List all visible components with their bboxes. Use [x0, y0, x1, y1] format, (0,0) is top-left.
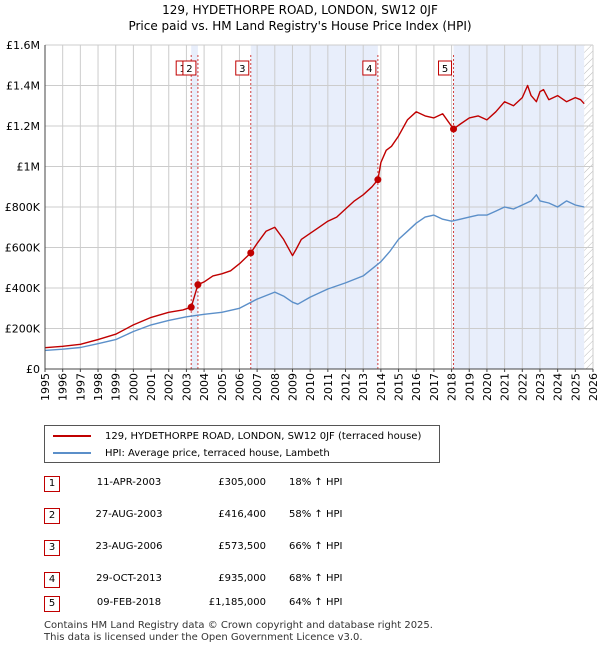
x-tick-label: 2021 — [499, 373, 512, 401]
x-tick-label: 2008 — [269, 373, 282, 401]
transaction-label: 3 — [239, 64, 245, 75]
transaction-date: 27-AUG-2003 — [95, 509, 163, 520]
x-tick-label: 2010 — [304, 373, 317, 401]
chart-legend: 129, HYDETHORPE ROAD, LONDON, SW12 0JF (… — [44, 425, 440, 463]
transaction-price: £305,000 — [218, 477, 266, 488]
table-row: 5 09-FEB-2018 £1,185,000 64% ↑ HPI — [44, 596, 464, 612]
legend-label-price: 129, HYDETHORPE ROAD, LONDON, SW12 0JF (… — [105, 430, 422, 442]
transaction-label: 4 — [366, 64, 372, 75]
x-tick-label: 1996 — [57, 373, 70, 401]
transaction-hpi-change: 64% ↑ HPI — [289, 597, 343, 608]
x-tick-label: 1999 — [110, 373, 123, 401]
x-tick-label: 2006 — [233, 373, 246, 401]
x-tick-label: 2023 — [534, 373, 547, 401]
x-tick-label: 2026 — [587, 373, 600, 401]
transaction-number: 2 — [44, 508, 60, 524]
legend-swatch-hpi — [53, 452, 91, 454]
transaction-date: 09-FEB-2018 — [96, 597, 162, 608]
price-chart: 12345£0£200K£400K£600K£800K£1M£1.2M£1.4M… — [5, 39, 600, 401]
transaction-point — [450, 125, 458, 133]
x-tick-label: 2019 — [463, 373, 476, 401]
transaction-number: 1 — [44, 476, 60, 492]
x-tick-label: 2000 — [127, 373, 140, 401]
x-tick-label: 2011 — [322, 373, 335, 401]
transaction-date: 23-AUG-2006 — [95, 541, 163, 552]
x-tick-label: 2017 — [428, 373, 441, 401]
transaction-price: £1,185,000 — [208, 597, 266, 608]
x-tick-label: 2009 — [286, 373, 299, 401]
x-tick-label: 2003 — [180, 373, 193, 401]
footer-attribution: Contains HM Land Registry data © Crown c… — [44, 620, 433, 644]
transaction-point — [247, 249, 255, 257]
transaction-price: £573,500 — [218, 541, 266, 552]
y-tick-label: £1.6M — [6, 39, 40, 52]
legend-item-hpi: HPI: Average price, terraced house, Lamb… — [53, 445, 330, 461]
transaction-label-box — [235, 60, 250, 76]
table-row: 2 27-AUG-2003 £416,400 58% ↑ HPI — [44, 508, 464, 524]
chart-title-line2: Price paid vs. HM Land Registry's House … — [128, 19, 472, 33]
y-tick-label: £800K — [5, 201, 41, 214]
transaction-hpi-change: 58% ↑ HPI — [289, 509, 343, 520]
legend-swatch-price — [53, 435, 91, 437]
x-tick-label: 2025 — [569, 373, 582, 401]
transaction-label: 5 — [442, 64, 448, 75]
x-tick-label: 1997 — [74, 373, 87, 401]
x-tick-label: 2005 — [216, 373, 229, 401]
footer-line2: This data is licensed under the Open Gov… — [44, 632, 363, 643]
transaction-label-box — [362, 60, 377, 76]
transaction-date: 11-APR-2003 — [96, 477, 162, 488]
transaction-price: £416,400 — [218, 509, 266, 520]
transaction-hpi-change: 18% ↑ HPI — [289, 477, 343, 488]
y-tick-label: £1.4M — [6, 80, 40, 93]
x-tick-label: 2002 — [163, 373, 176, 401]
transaction-number: 4 — [44, 572, 60, 588]
transaction-point — [374, 176, 382, 184]
x-tick-label: 2022 — [516, 373, 529, 401]
x-tick-label: 2013 — [357, 373, 370, 401]
transaction-label-box — [438, 60, 453, 76]
footer-line1: Contains HM Land Registry data © Crown c… — [44, 620, 433, 631]
x-tick-label: 2012 — [340, 373, 353, 401]
transaction-point — [187, 303, 195, 311]
y-tick-label: £600K — [5, 242, 41, 255]
transaction-label: 2 — [186, 64, 192, 75]
x-tick-label: 2015 — [393, 373, 406, 401]
legend-item-price: 129, HYDETHORPE ROAD, LONDON, SW12 0JF (… — [53, 428, 421, 444]
table-row: 3 23-AUG-2006 £573,500 66% ↑ HPI — [44, 540, 464, 556]
x-tick-label: 2014 — [375, 373, 388, 401]
transaction-hpi-change: 66% ↑ HPI — [289, 541, 343, 552]
y-tick-label: £1.2M — [6, 120, 40, 133]
transaction-hpi-change: 68% ↑ HPI — [289, 573, 343, 584]
legend-label-hpi: HPI: Average price, terraced house, Lamb… — [105, 447, 330, 459]
x-tick-label: 2020 — [481, 373, 494, 401]
chart-title-line1: 129, HYDETHORPE ROAD, LONDON, SW12 0JF — [162, 3, 438, 17]
transaction-number: 5 — [44, 596, 60, 612]
table-row: 1 11-APR-2003 £305,000 18% ↑ HPI — [44, 476, 464, 492]
transaction-price: £935,000 — [218, 573, 266, 584]
transaction-date: 29-OCT-2013 — [96, 573, 162, 584]
transaction-point — [194, 281, 202, 289]
transaction-label-box — [182, 60, 197, 76]
transaction-number: 3 — [44, 540, 60, 556]
y-tick-label: £200K — [5, 323, 41, 336]
y-tick-label: £0 — [26, 363, 40, 376]
x-tick-label: 2016 — [410, 373, 423, 401]
x-tick-label: 2024 — [552, 373, 565, 401]
x-tick-label: 2018 — [446, 373, 459, 401]
x-tick-label: 1995 — [39, 373, 52, 401]
table-row: 4 29-OCT-2013 £935,000 68% ↑ HPI — [44, 572, 464, 588]
x-tick-label: 2001 — [145, 373, 158, 401]
x-tick-label: 2004 — [198, 373, 211, 401]
hpi-line — [44, 194, 585, 352]
y-tick-label: £1M — [17, 161, 41, 174]
x-tick-label: 2007 — [251, 373, 264, 401]
y-tick-label: £400K — [5, 282, 41, 295]
x-tick-label: 1998 — [92, 373, 105, 401]
